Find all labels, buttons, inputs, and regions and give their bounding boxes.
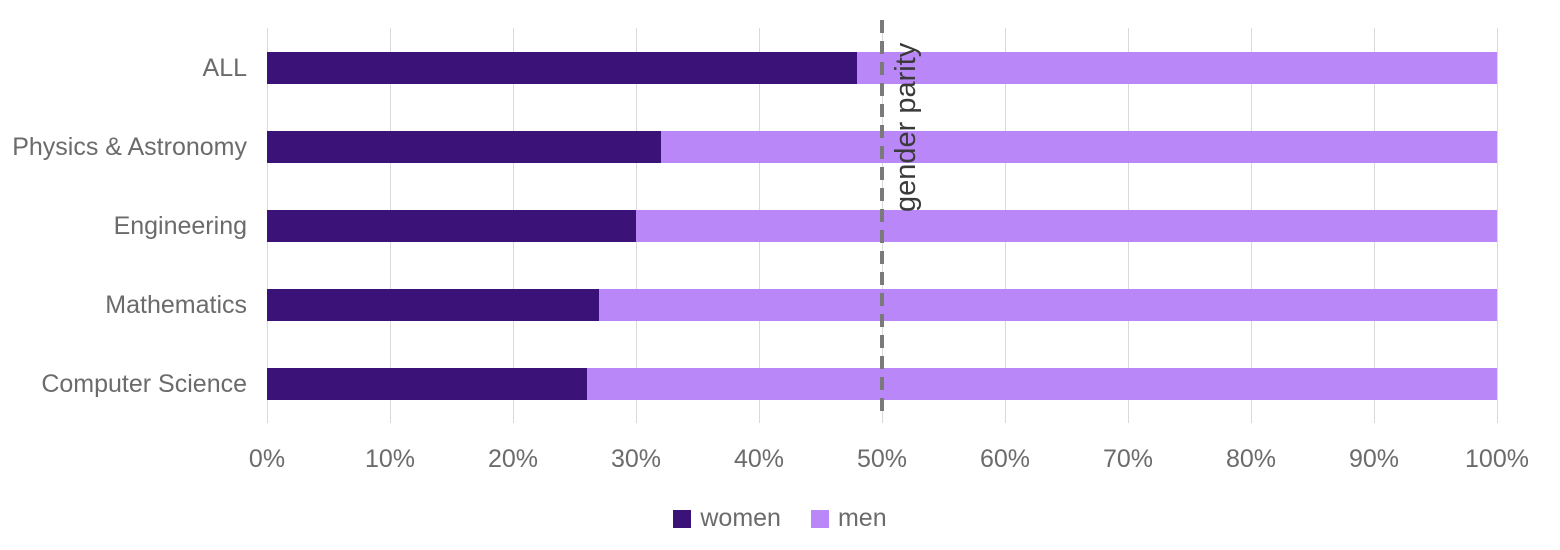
bar-segment-women — [267, 210, 636, 242]
category-label: Physics & Astronomy — [12, 133, 247, 161]
bar-row — [267, 131, 1497, 163]
bar-segment-women — [267, 368, 587, 400]
x-tick-label: 30% — [610, 445, 662, 473]
bar-segment-men — [660, 131, 1497, 163]
category-label: Computer Science — [41, 370, 247, 398]
x-tick-label: 80% — [1225, 445, 1277, 473]
x-tick-label: 60% — [979, 445, 1031, 473]
bar-segment-women — [267, 52, 858, 84]
bar-segment-women — [267, 289, 600, 321]
category-label: Engineering — [113, 212, 247, 240]
x-tick-label: 70% — [1102, 445, 1154, 473]
x-tick-label: 50% — [856, 445, 908, 473]
legend-swatch-men — [810, 509, 829, 528]
bar-row — [267, 368, 1497, 400]
legend-item-women[interactable]: women — [673, 504, 781, 533]
gender-parity-label: gender parity — [890, 42, 922, 212]
bar-segment-men — [599, 289, 1497, 321]
x-tick-label: 40% — [733, 445, 785, 473]
bar-row — [267, 210, 1497, 242]
legend-label: women — [700, 504, 781, 532]
x-tick-label: 10% — [364, 445, 416, 473]
gender-parity-line — [880, 20, 884, 417]
category-label: ALL — [202, 54, 247, 82]
legend-swatch-women — [673, 509, 692, 528]
x-tick-label: 0% — [248, 445, 286, 473]
x-tick-label: 100% — [1465, 445, 1529, 473]
x-tick-label: 20% — [487, 445, 539, 473]
bar-segment-women — [267, 131, 661, 163]
bar-segment-men — [857, 52, 1497, 84]
bar-row — [267, 289, 1497, 321]
bar-row — [267, 52, 1497, 84]
x-tick-label: 90% — [1348, 445, 1400, 473]
gridline — [1497, 28, 1498, 423]
legend-item-men[interactable]: men — [810, 504, 887, 533]
bar-segment-men — [586, 368, 1497, 400]
category-label: Mathematics — [105, 291, 247, 319]
legend-label: men — [837, 504, 887, 532]
bar-segment-men — [636, 210, 1497, 242]
legend: women men — [0, 504, 1560, 533]
